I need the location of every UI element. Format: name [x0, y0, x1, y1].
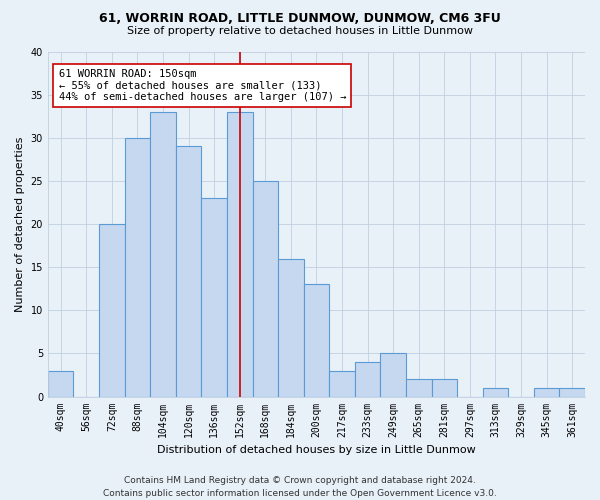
Bar: [380, 354, 406, 397]
Bar: [99, 224, 125, 396]
Bar: [227, 112, 253, 397]
Text: 61, WORRIN ROAD, LITTLE DUNMOW, DUNMOW, CM6 3FU: 61, WORRIN ROAD, LITTLE DUNMOW, DUNMOW, …: [99, 12, 501, 26]
Bar: [176, 146, 202, 396]
Bar: [304, 284, 329, 397]
Text: Contains HM Land Registry data © Crown copyright and database right 2024.
Contai: Contains HM Land Registry data © Crown c…: [103, 476, 497, 498]
Text: Size of property relative to detached houses in Little Dunmow: Size of property relative to detached ho…: [127, 26, 473, 36]
Bar: [125, 138, 150, 396]
Bar: [253, 181, 278, 396]
Bar: [278, 258, 304, 396]
Bar: [482, 388, 508, 396]
X-axis label: Distribution of detached houses by size in Little Dunmow: Distribution of detached houses by size …: [157, 445, 476, 455]
Bar: [559, 388, 585, 396]
Bar: [202, 198, 227, 396]
Bar: [431, 380, 457, 396]
Bar: [406, 380, 431, 396]
Bar: [150, 112, 176, 397]
Text: 61 WORRIN ROAD: 150sqm
← 55% of detached houses are smaller (133)
44% of semi-de: 61 WORRIN ROAD: 150sqm ← 55% of detached…: [59, 69, 346, 102]
Y-axis label: Number of detached properties: Number of detached properties: [15, 136, 25, 312]
Bar: [534, 388, 559, 396]
Bar: [48, 370, 73, 396]
Bar: [355, 362, 380, 396]
Bar: [329, 370, 355, 396]
